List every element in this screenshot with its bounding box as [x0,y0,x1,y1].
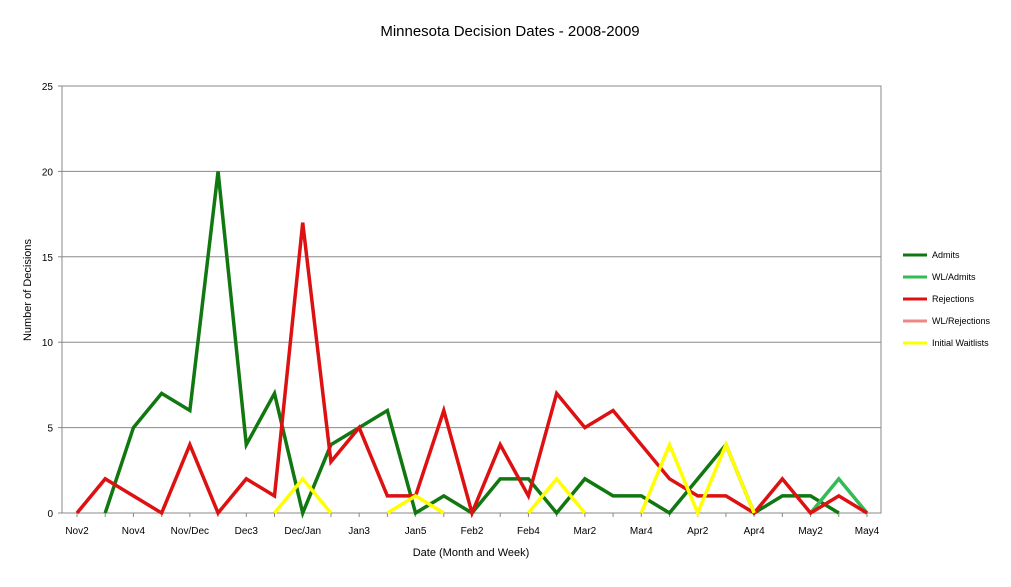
y-tick-label: 0 [47,509,53,520]
x-tick-label: May4 [855,526,880,537]
x-tick-label: Jan5 [405,526,427,537]
legend-label: Rejections [932,294,975,304]
x-tick-label: Nov2 [65,526,89,537]
x-tick-label: Nov/Dec [171,526,209,537]
series-line-initial-waitlists [386,493,445,515]
series-line-wl-admits [809,476,869,515]
series-lines [75,171,869,519]
legend-label: WL/Admits [932,272,976,282]
y-tick-label: 20 [42,167,54,178]
y-tick-label: 15 [42,253,54,264]
legend: Admits WL/Admits Rejections WL/Rejections In… [903,250,991,348]
x-tick-label: Apr4 [744,526,766,537]
y-tick-label: 25 [42,82,54,93]
chart-title: Minnesota Decision Dates - 2008-2009 [380,23,639,40]
series-line-rejections [75,222,868,519]
series-line-initial-waitlists [639,440,756,518]
x-axis-ticks: Nov2 Nov4 Nov/Dec Dec3 Dec/Jan Jan3 Jan5 Feb2 Fe… [65,513,880,537]
x-tick-label: Feb4 [517,526,540,537]
x-axis-label: Date (Month and Week) [413,547,530,559]
x-tick-label: Mar2 [573,526,596,537]
plot-frame [61,85,882,514]
y-tick-label: 5 [47,424,53,435]
x-tick-label: Mar4 [630,526,653,537]
y-axis-ticks: 0 5 10 15 20 25 [42,82,62,520]
y-axis-label: Number of Decisions [22,238,34,341]
series-line-initial-waitlists [273,476,333,515]
legend-label: Admits [932,250,960,260]
x-tick-label: May2 [798,526,823,537]
x-tick-label: Jan3 [348,526,370,537]
plot-area: 0 5 10 15 20 25 Nov2 Nov4 Nov/Dec Dec3 Dec/Jan Jan… [42,82,882,537]
x-tick-label: Apr2 [687,526,709,537]
x-tick-label: Feb2 [461,526,484,537]
x-tick-label: Dec3 [235,526,259,537]
y-tick-label: 10 [42,338,54,349]
legend-label: Initial Waitlists [932,338,989,348]
series-line-initial-waitlists [527,476,587,515]
x-tick-label: Dec/Jan [284,526,321,537]
x-tick-label: Nov4 [122,526,146,537]
legend-label: WL/Rejections [932,316,991,326]
